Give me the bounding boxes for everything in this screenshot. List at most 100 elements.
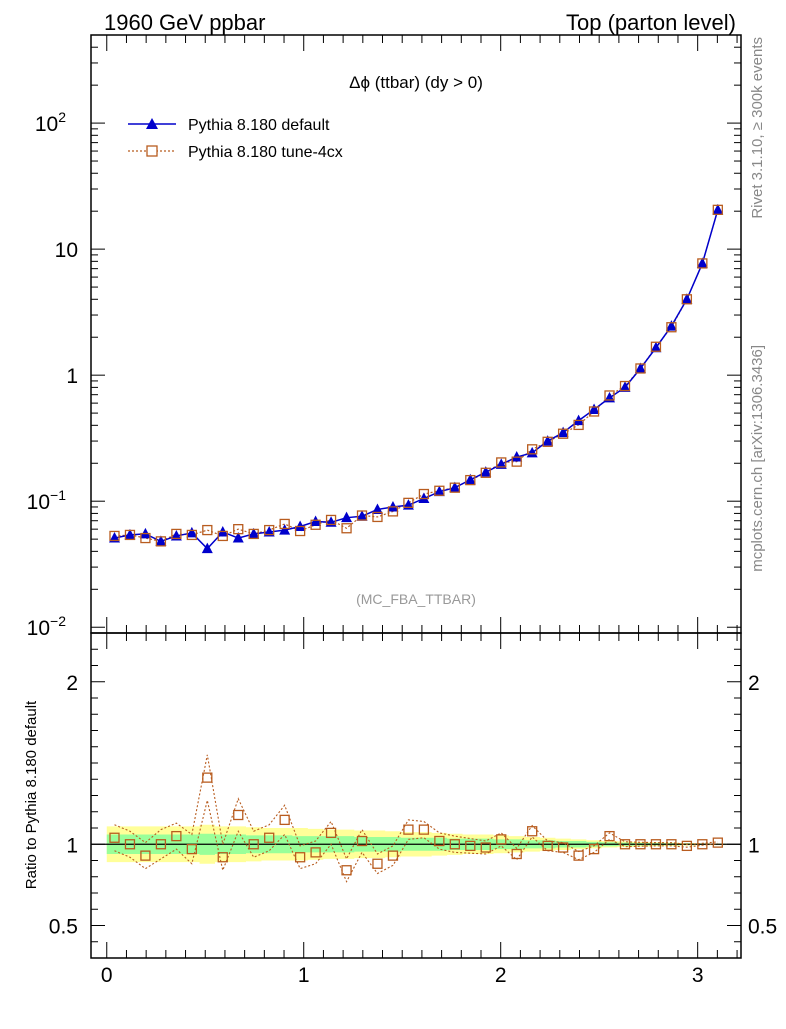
series-tune-point (588, 406, 600, 417)
ratio-point (310, 847, 321, 858)
series-default-point (588, 403, 600, 415)
series-default-point (526, 446, 538, 458)
ratio-point (573, 850, 584, 861)
main-ticks: 10−2 10−1 1 10 102 (27, 34, 741, 640)
series-tune-point (403, 497, 414, 509)
ratio-y-tick-label-right: 2 (748, 672, 760, 695)
y-tick-label: 10−2 (27, 613, 67, 640)
ratio-panel: 0.5 0.5 1 1 2 2 0 1 2 3 Ratio to Pythia 8.180 def… (23, 632, 777, 987)
ratio-point (186, 843, 197, 855)
series-tune-point (496, 457, 507, 468)
series-default-point (480, 466, 492, 477)
ratio-y-tick-label-right: 0.5 (748, 916, 777, 939)
legend-marker-default (146, 118, 158, 129)
series-tune-point (681, 294, 693, 305)
series-default-point (619, 381, 631, 392)
series-tune-point (604, 390, 615, 401)
series-default-point (696, 257, 708, 268)
series-default-point (155, 535, 167, 546)
series-tune-point (356, 510, 368, 521)
ratio-point (387, 850, 399, 861)
ratio-point (496, 834, 507, 845)
series-default-point (449, 481, 461, 493)
series-tune-point (310, 519, 321, 530)
series-default-point (542, 435, 554, 446)
ratio-point (155, 839, 167, 850)
ratio-point (527, 826, 538, 837)
ratio-point (248, 839, 259, 850)
ratio-point (666, 839, 677, 850)
ratio-y-tick-label-left: 0.5 (49, 916, 78, 939)
ratio-point (480, 842, 491, 853)
header-right: Top (parton level) (566, 10, 736, 35)
series-default-point (341, 511, 353, 523)
y-tick-label: 10−1 (27, 487, 67, 514)
series-tune-point (557, 428, 569, 439)
series-tune-point (511, 456, 522, 467)
series-default-point (511, 451, 523, 462)
ratio-y-tick-label-left: 2 (66, 672, 78, 695)
ratio-point (542, 840, 553, 852)
series-tune-point (264, 524, 275, 536)
main-panel: 10−2 10−1 1 10 102 Δϕ (ttbar) (dy > 0) (MC_F… (27, 34, 742, 640)
series-default-point (712, 203, 724, 215)
ratio-point (697, 839, 708, 850)
legend-label-tune: Pythia 8.180 tune-4cx (188, 144, 343, 161)
ratio-point (356, 835, 368, 847)
series-default-point (263, 525, 275, 537)
series-tune-point (294, 525, 306, 537)
y-tick-label: 102 (35, 109, 66, 136)
x-tick-label: 0 (101, 964, 113, 987)
x-tick-label: 1 (298, 964, 310, 987)
series-tune-point (325, 514, 337, 526)
main-data-layer (108, 203, 724, 554)
ratio-point (325, 827, 337, 839)
series-tune-point (202, 524, 213, 536)
series-default-point (433, 485, 445, 497)
series-tune-point (186, 529, 197, 541)
rivet-label: Rivet 3.1.10, ≥ 300k events (749, 37, 766, 219)
ratio-point (465, 840, 476, 852)
ratio-point (604, 830, 615, 842)
ratio-point (140, 850, 151, 861)
ratio-point (557, 842, 569, 853)
series-tune-point (372, 511, 383, 523)
series-default-point (371, 503, 383, 514)
series-default-point (665, 320, 677, 331)
ratio-ticks: 0.5 0.5 1 1 2 2 0 1 2 3 (49, 633, 777, 987)
ratio-ylabel: Ratio to Pythia 8.180 default (23, 700, 40, 889)
x-tick-label: 3 (692, 964, 704, 987)
series-tune-point (697, 258, 708, 269)
series-default-point (557, 426, 569, 438)
ratio-point (217, 852, 228, 863)
series-tune-point (387, 506, 399, 517)
series-default-point (650, 341, 662, 353)
series-tune-point (217, 530, 228, 542)
series-default-point (681, 293, 693, 304)
ratio-point (109, 832, 120, 843)
ratio-point (279, 814, 290, 826)
ratio-point (171, 830, 182, 842)
ratio-point (264, 832, 275, 843)
mcplots-label: mcplots.cern.ch [arXiv:1306.3436] (749, 345, 766, 572)
series-tune-point (279, 518, 290, 530)
series-default-line (114, 209, 719, 550)
y-tick-label: 1 (66, 365, 78, 388)
series-tune-point (140, 532, 151, 544)
series-tune-point (248, 528, 259, 540)
main-title: Δϕ (ttbar) (dy > 0) (349, 73, 483, 92)
ratio-point (233, 809, 244, 821)
series-default-point (294, 520, 306, 531)
series-tune-point (619, 380, 631, 392)
header-left: 1960 GeV ppbar (104, 10, 265, 35)
x-tick-label: 2 (495, 964, 507, 987)
ratio-point (681, 840, 693, 852)
series-tune-point (171, 528, 182, 540)
ratio-err-upper (114, 754, 718, 861)
series-tune-point (635, 363, 646, 374)
ratio-point (341, 865, 352, 876)
ratio-point (124, 839, 136, 850)
series-default-point (201, 542, 213, 554)
